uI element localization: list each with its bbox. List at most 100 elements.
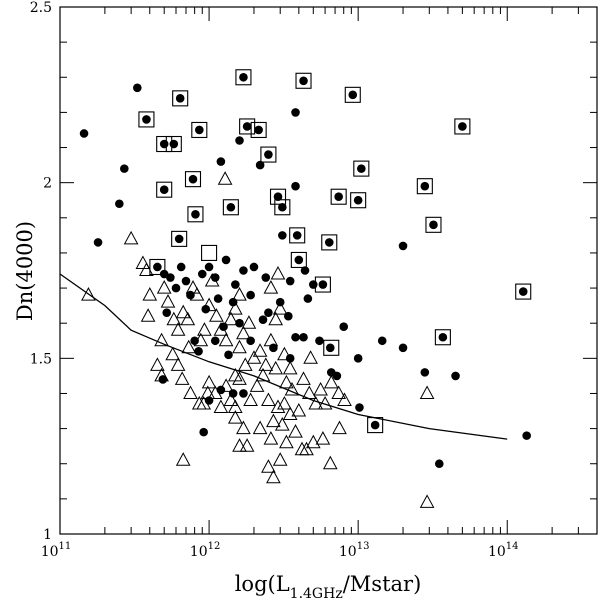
box-marker [330, 188, 347, 205]
triangle-point [266, 413, 281, 428]
circle-point [159, 139, 169, 149]
circle-point [224, 350, 233, 360]
triangle-point [252, 343, 268, 357]
circle-point [239, 389, 248, 398]
circle-point [303, 294, 313, 303]
triangle-point [270, 265, 286, 280]
triangle-point [135, 255, 151, 269]
triangle-point [301, 385, 317, 399]
circle-point [158, 375, 168, 384]
box-marker [295, 72, 312, 89]
triangle-point [218, 378, 234, 392]
circle-point [216, 385, 226, 395]
circle-point [420, 181, 430, 191]
box-marker [515, 283, 532, 300]
circle-point [291, 108, 300, 117]
box-markers [138, 69, 532, 434]
triangle-point [81, 287, 96, 301]
box-marker [191, 121, 208, 139]
circle-point [235, 318, 244, 328]
circle-point [210, 273, 220, 282]
circle-point [175, 94, 185, 103]
box-marker [138, 111, 155, 128]
circle-point [292, 231, 302, 240]
triangle-point [183, 385, 198, 399]
triangle-point [232, 371, 247, 385]
circle-point [204, 262, 214, 272]
circle-point [221, 255, 231, 265]
x-tick-label-exponent: 14 [506, 541, 519, 552]
circle-point [226, 202, 236, 212]
triangle-point [175, 304, 191, 319]
triangle-point [218, 332, 234, 347]
circle-point [291, 332, 300, 342]
triangle-point [282, 360, 298, 375]
circle-point [246, 290, 255, 300]
circle-point [153, 262, 162, 272]
triangle-point [236, 325, 251, 340]
circle-point [278, 202, 287, 212]
circle-point [438, 332, 448, 342]
x-axis-label: log(L1.4GHz/Mstar) [235, 572, 422, 602]
triangle-point [277, 346, 292, 361]
triangle-point [246, 350, 262, 364]
box-marker [260, 146, 277, 163]
y-tick-label: 1.5 [30, 351, 52, 367]
circle-point [370, 420, 380, 430]
triangle-point [255, 367, 271, 382]
x-tick-label-exponent: 13 [357, 541, 370, 552]
triangle-point [331, 385, 347, 399]
circle-point [291, 181, 300, 191]
triangle-point [303, 350, 318, 364]
box-marker [274, 199, 291, 216]
triangle-point [270, 399, 286, 413]
box-marker [323, 339, 340, 356]
circle-point [228, 389, 238, 398]
triangle-point [223, 392, 239, 406]
triangle-point [180, 311, 196, 326]
triangle-point [165, 346, 181, 361]
plot-frame [59, 6, 598, 535]
axis-ticks [59, 6, 598, 535]
triangle-point [217, 171, 233, 185]
triangle-point [174, 371, 190, 385]
circle-point [162, 308, 172, 317]
triangle-point [142, 287, 158, 301]
circle-point [318, 280, 328, 289]
circle-point [115, 199, 124, 209]
triangle-point [323, 374, 339, 389]
triangle-point [268, 311, 284, 326]
circle-point [174, 234, 184, 244]
triangle-point [263, 332, 279, 347]
circle-point [190, 336, 199, 346]
circle-point [285, 276, 295, 286]
box-marker [269, 188, 287, 205]
circle-point [275, 297, 285, 307]
box-marker [350, 192, 367, 209]
circle-point [285, 354, 295, 363]
box-marker [172, 90, 189, 107]
circle-point [420, 368, 430, 377]
triangle-point [227, 399, 243, 413]
triangle-point [175, 452, 191, 466]
triangle-point [268, 360, 284, 375]
y-tick-label: 2 [43, 176, 52, 192]
triangle-point [223, 311, 239, 326]
circle-point [171, 283, 181, 293]
circle-point [228, 297, 238, 307]
triangle-point [154, 332, 169, 347]
circle-point [308, 280, 318, 289]
circle-point [348, 90, 358, 100]
triangle-points [81, 171, 435, 508]
triangle-point [209, 308, 224, 322]
circle-point [213, 294, 223, 303]
box-marker [434, 329, 451, 346]
circle-point [398, 343, 408, 353]
triangle-point [232, 287, 247, 301]
threshold-curve [59, 273, 508, 440]
circle-point [133, 83, 142, 93]
circle-point [353, 354, 363, 363]
circle-point [332, 371, 342, 381]
circle-point [79, 129, 89, 138]
